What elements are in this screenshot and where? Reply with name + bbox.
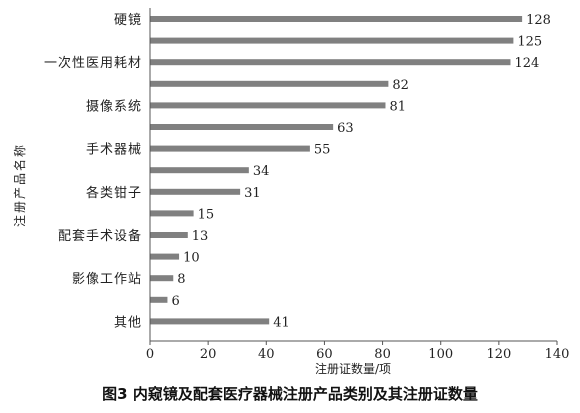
value-label: 81 (389, 99, 406, 114)
figure-label: 图3 (102, 385, 127, 403)
category-label: 摄像系统 (86, 99, 142, 114)
bar (150, 318, 270, 325)
category-label: 硬镜 (114, 13, 142, 28)
value-label: 63 (337, 121, 354, 136)
x-tick-label: 120 (486, 347, 511, 362)
value-label: 82 (392, 78, 409, 93)
value-labels-group: 128 125 124 82 81 63 55 34 31 15 13 10 8 6 41 (171, 13, 550, 330)
bar (150, 124, 334, 130)
bars-group (150, 16, 523, 325)
x-tick-label: 60 (316, 347, 333, 362)
bar (150, 275, 174, 282)
value-label: 31 (244, 186, 261, 201)
bar (150, 145, 310, 152)
category-label: 一次性医用耗材 (44, 55, 142, 71)
category-label: 影像工作站 (72, 272, 142, 287)
value-label: 124 (514, 56, 539, 71)
value-label: 13 (192, 229, 209, 244)
x-axis-title: 注册证数量/项 (315, 361, 391, 376)
x-tick-label: 20 (200, 347, 217, 362)
value-label: 10 (183, 251, 200, 266)
bar (150, 59, 511, 66)
bar (150, 37, 514, 44)
figure-caption-text: 内窥镜及配套医疗器械注册产品类别及其注册证数量 (128, 385, 478, 403)
figure-caption: 图3 内窥镜及配套医疗器械注册产品类别及其注册证数量 (102, 385, 478, 403)
value-label: 8 (177, 272, 185, 287)
category-label: 各类钳子 (86, 185, 142, 201)
x-tick-label: 100 (428, 347, 453, 362)
value-label: 41 (273, 315, 290, 330)
x-tick-label: 80 (374, 347, 391, 362)
value-label: 6 (171, 294, 179, 309)
bar (150, 167, 249, 174)
bar (150, 296, 168, 303)
value-label: 128 (526, 13, 551, 28)
value-label: 34 (253, 164, 270, 179)
category-label: 配套手术设备 (58, 228, 142, 244)
bar (150, 253, 180, 260)
category-label: 手术器械 (86, 143, 142, 158)
bar (150, 16, 523, 22)
bar (150, 80, 389, 87)
x-tick-label: 40 (258, 347, 275, 362)
y-axis-title: 注册产品名称 (12, 143, 27, 227)
bar (150, 188, 241, 195)
x-tick-label: 140 (545, 347, 570, 362)
x-tick-label: 0 (146, 347, 154, 362)
x-ticks-group: 0 20 40 60 80 100 120 140 (146, 341, 570, 362)
bar (150, 210, 194, 217)
category-label: 其他 (114, 315, 142, 330)
value-label: 15 (198, 207, 215, 222)
value-label: 55 (314, 143, 331, 158)
value-label: 125 (517, 35, 542, 50)
bar (150, 102, 386, 109)
bar (150, 232, 188, 238)
